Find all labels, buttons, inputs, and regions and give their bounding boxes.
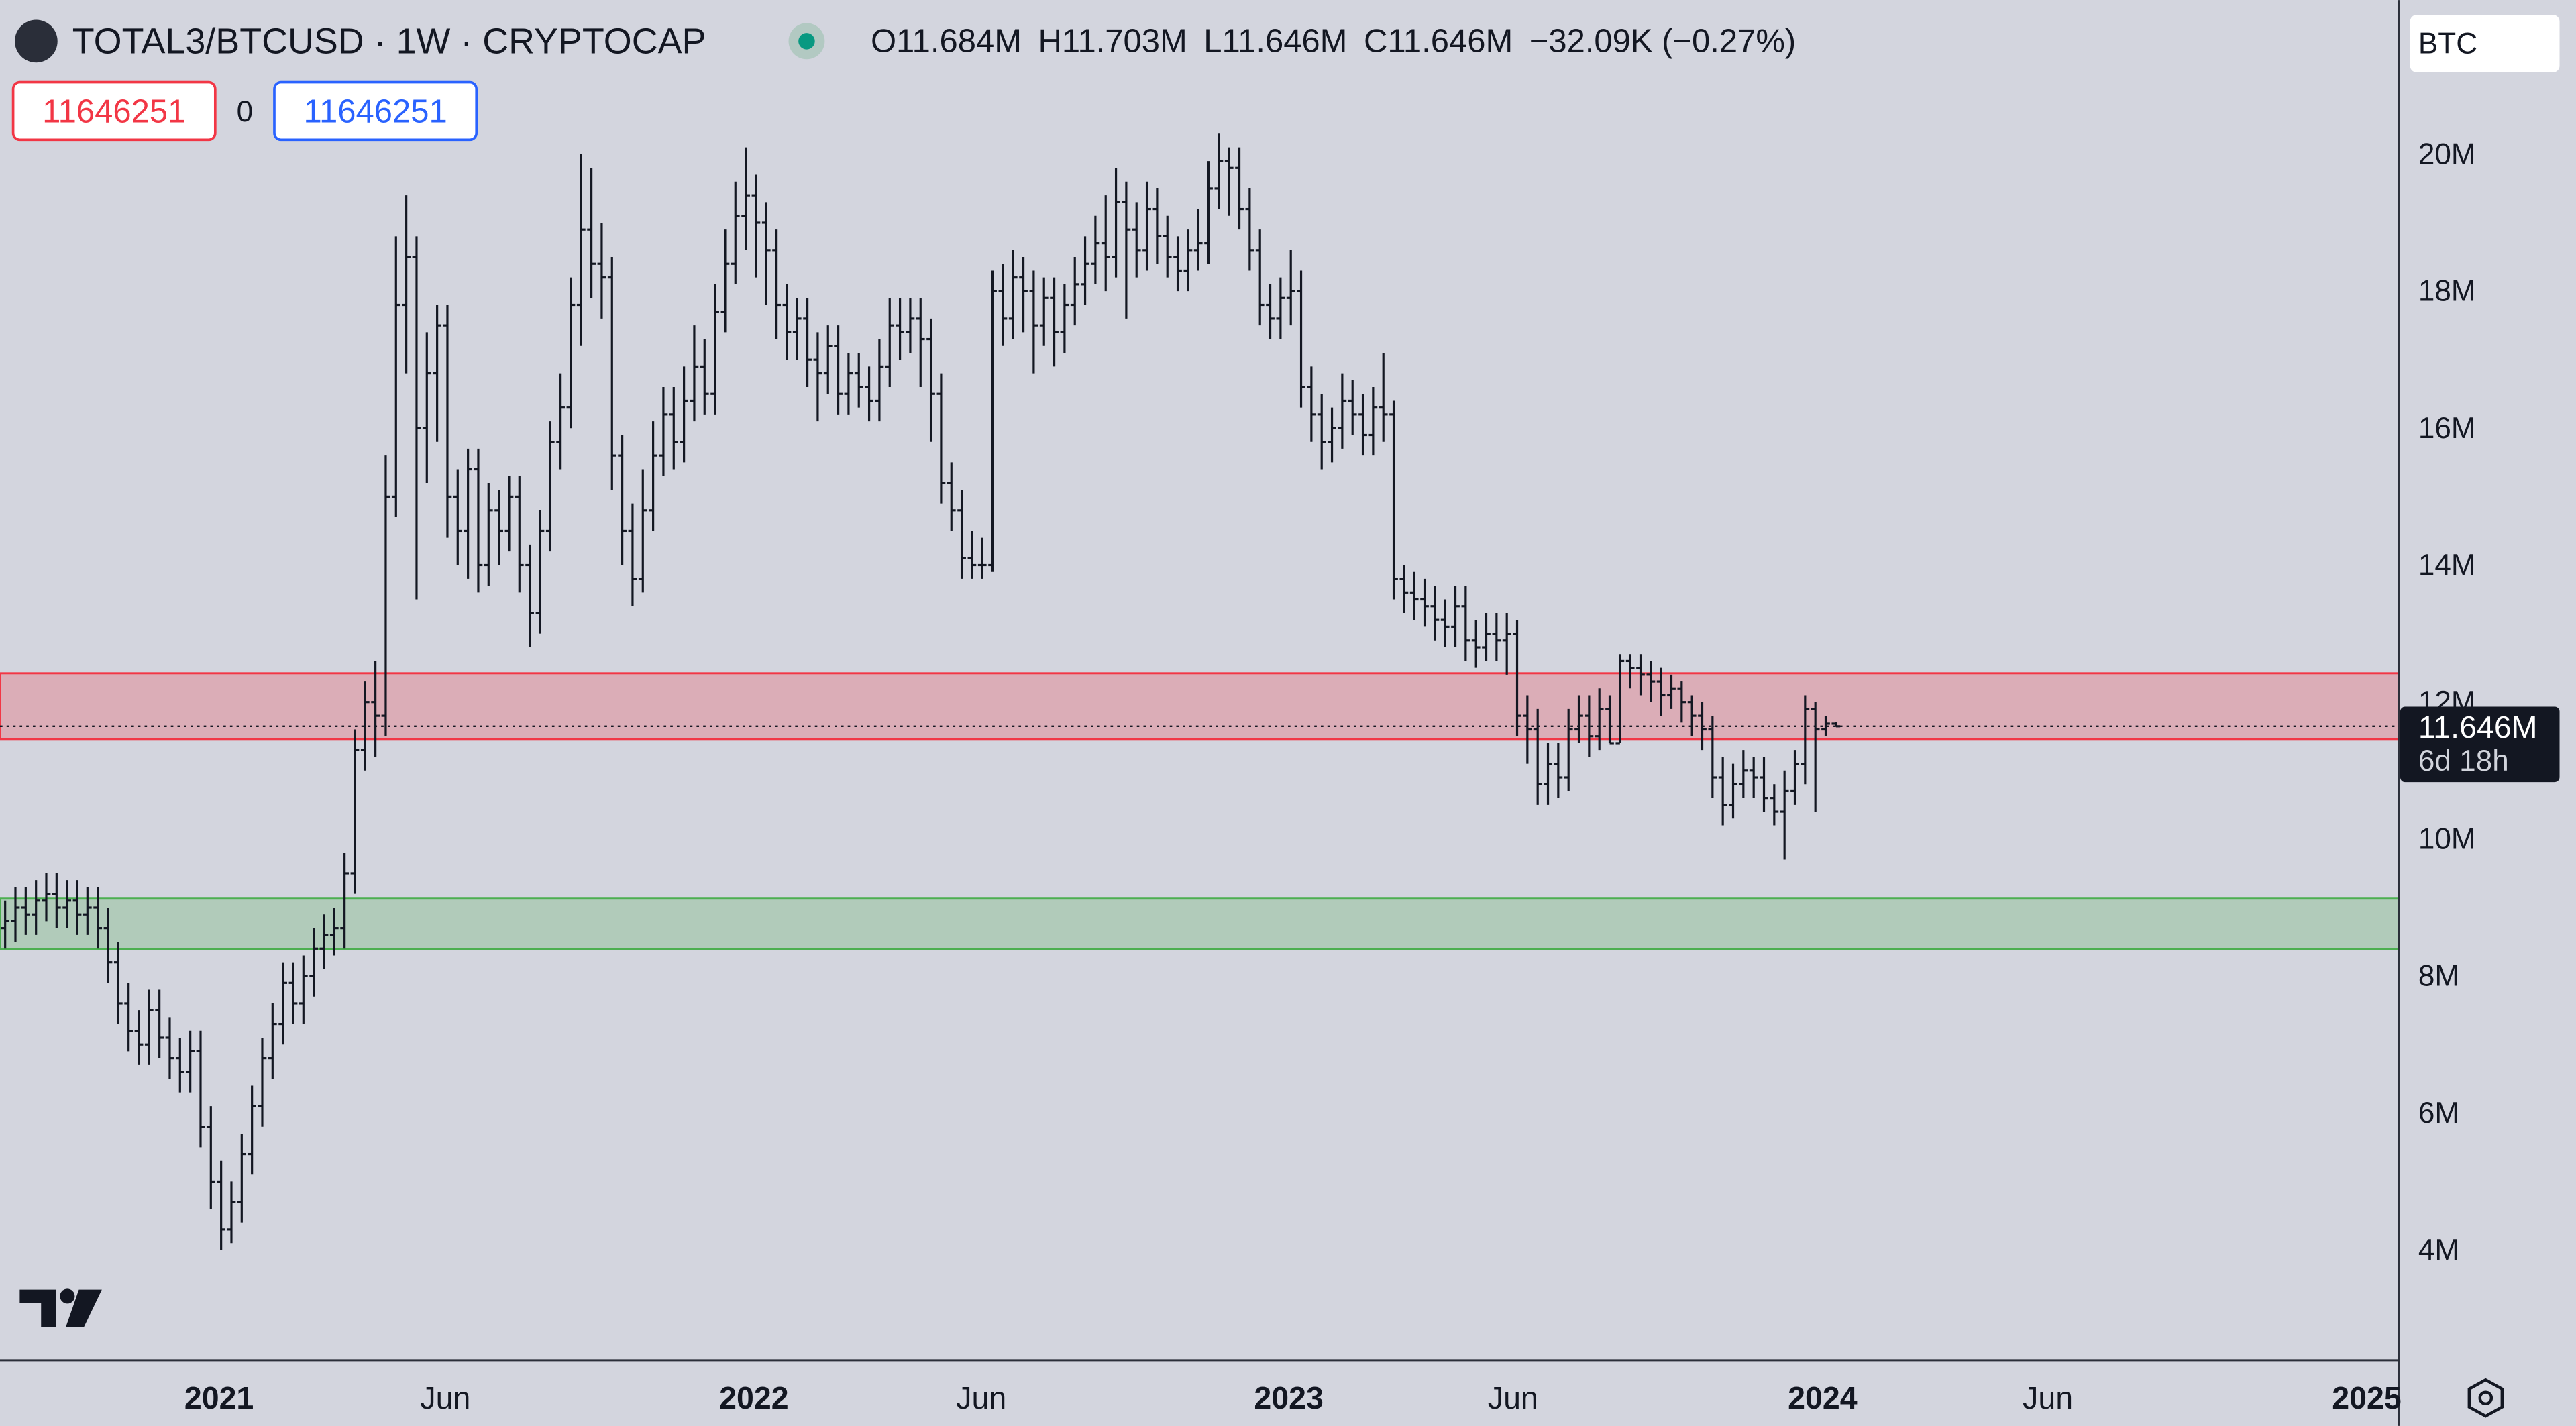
gear-outline	[2467, 1378, 2504, 1418]
readout-value: 11.684M	[896, 23, 1022, 59]
x-tick-label: Jun	[1488, 1380, 1538, 1415]
y-tick-label: 8M	[2418, 960, 2459, 993]
tradingview-logo[interactable]	[19, 1288, 102, 1327]
plot-area	[0, 133, 2400, 1250]
readout-key: C	[1364, 23, 1387, 59]
x-tick-label: 2023	[1254, 1380, 1323, 1415]
logo-part	[19, 1289, 56, 1327]
x-tick-label: 2022	[719, 1380, 788, 1415]
y-tick-label: 6M	[2418, 1097, 2459, 1130]
zone	[0, 897, 2400, 950]
x-tick-label: 2025	[2332, 1380, 2401, 1415]
readout-change: −32.09K (−0.27%)	[1529, 23, 1796, 59]
ohlc-readout: O11.684M H11.703M L11.646M C11.646M −32.09K …	[871, 23, 1796, 59]
x-tick-label: Jun	[420, 1380, 470, 1415]
currency-label[interactable]: BTC	[2418, 28, 2477, 60]
y-tick-label: 4M	[2418, 1233, 2459, 1266]
logo-part	[65, 1289, 102, 1327]
readout-value: 11.646M	[1387, 23, 1513, 59]
gear-center	[2478, 1390, 2493, 1405]
y-tick-label: 18M	[2418, 275, 2476, 308]
logo-part	[60, 1288, 75, 1304]
currency-box[interactable]	[2410, 15, 2560, 72]
readout-key: O	[871, 23, 896, 59]
sell-box[interactable]	[11, 80, 217, 142]
sell-price[interactable]: 11646251	[42, 94, 186, 130]
x-tick-label: Jun	[2023, 1380, 2073, 1415]
x-tick-label: 2021	[184, 1380, 254, 1415]
readout-value: 11.703M	[1062, 23, 1187, 59]
price-label-box	[2400, 706, 2560, 783]
readout-key: L	[1203, 23, 1222, 59]
buy-box[interactable]	[273, 80, 478, 142]
x-tick-label: Jun	[956, 1380, 1006, 1415]
readout-key: H	[1038, 23, 1061, 59]
buy-price[interactable]: 11646251	[303, 94, 447, 130]
zone	[0, 672, 2400, 741]
spread: 0	[237, 95, 254, 128]
readout-value: 11.646M	[1222, 23, 1348, 59]
y-tick-label: 20M	[2418, 138, 2476, 170]
x-tick-label: 2024	[1788, 1380, 1858, 1415]
symbol-logo[interactable]	[15, 19, 58, 63]
symbol-title[interactable]: TOTAL3/BTCUSD · 1W · CRYPTOCAP	[72, 21, 706, 61]
y-tick-label: 16M	[2418, 412, 2476, 445]
settings-icon[interactable]	[2467, 1378, 2504, 1418]
price-label-value: 11.646M	[2418, 710, 2538, 745]
price-label-countdown: 6d 18h	[2418, 745, 2509, 777]
status-dot[interactable]	[798, 33, 815, 50]
x-axis: 2021 Jun 2022 Jun 2023 Jun 2024 Jun 2025	[184, 1380, 2402, 1415]
y-tick-label: 14M	[2418, 549, 2476, 582]
y-tick-label: 10M	[2418, 822, 2476, 855]
